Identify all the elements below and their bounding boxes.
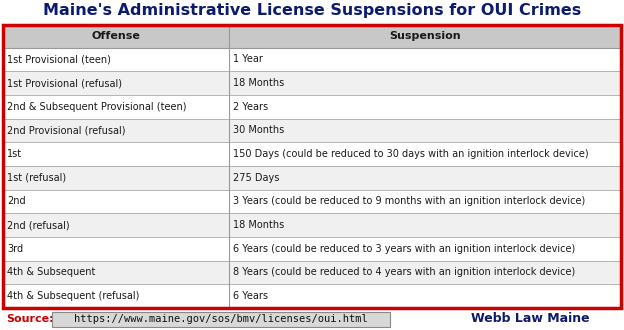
Bar: [3, 284, 621, 308]
Text: Maine's Administrative License Suspensions for OUI Crimes: Maine's Administrative License Suspensio…: [43, 3, 581, 18]
Text: Suspension: Suspension: [389, 31, 461, 41]
Text: 3rd: 3rd: [7, 244, 23, 254]
Text: 150 Days (could be reduced to 30 days with an ignition interlock device): 150 Days (could be reduced to 30 days wi…: [233, 149, 588, 159]
Text: Source:: Source:: [6, 314, 54, 324]
Bar: [3, 142, 621, 166]
Text: Offense: Offense: [91, 31, 140, 41]
Text: 2nd (refusal): 2nd (refusal): [7, 220, 70, 230]
Bar: [3, 25, 621, 48]
Text: Webb Law Maine: Webb Law Maine: [470, 313, 589, 325]
Text: 1 Year: 1 Year: [233, 54, 263, 64]
Text: 1st Provisional (teen): 1st Provisional (teen): [7, 54, 111, 64]
Bar: [3, 166, 621, 190]
Text: 8 Years (could be reduced to 4 years with an ignition interlock device): 8 Years (could be reduced to 4 years wit…: [233, 268, 575, 278]
Text: 275 Days: 275 Days: [233, 173, 279, 183]
Bar: [3, 119, 621, 142]
Text: 2nd: 2nd: [7, 196, 26, 207]
Text: 30 Months: 30 Months: [233, 125, 284, 136]
Text: 4th & Subsequent: 4th & Subsequent: [7, 268, 95, 278]
Bar: [3, 190, 621, 213]
Text: 4th & Subsequent (refusal): 4th & Subsequent (refusal): [7, 291, 139, 301]
Bar: [3, 95, 621, 119]
Text: 1st: 1st: [7, 149, 22, 159]
Text: 3 Years (could be reduced to 9 months with an ignition interlock device): 3 Years (could be reduced to 9 months wi…: [233, 196, 585, 207]
Bar: [3, 25, 621, 308]
Text: https://www.maine.gov/sos/bmv/licenses/oui.html: https://www.maine.gov/sos/bmv/licenses/o…: [74, 314, 368, 324]
Bar: [3, 237, 621, 261]
Text: 1st Provisional (refusal): 1st Provisional (refusal): [7, 78, 122, 88]
Text: 2 Years: 2 Years: [233, 102, 268, 112]
Bar: [3, 261, 621, 284]
Bar: [3, 48, 621, 71]
Text: 2nd & Subsequent Provisional (teen): 2nd & Subsequent Provisional (teen): [7, 102, 187, 112]
Text: 6 Years: 6 Years: [233, 291, 268, 301]
Bar: [3, 71, 621, 95]
Text: 6 Years (could be reduced to 3 years with an ignition interlock device): 6 Years (could be reduced to 3 years wit…: [233, 244, 575, 254]
Bar: [3, 213, 621, 237]
Text: 18 Months: 18 Months: [233, 220, 284, 230]
FancyBboxPatch shape: [52, 312, 390, 326]
Text: 18 Months: 18 Months: [233, 78, 284, 88]
Text: 1st (refusal): 1st (refusal): [7, 173, 66, 183]
Text: 2nd Provisional (refusal): 2nd Provisional (refusal): [7, 125, 125, 136]
